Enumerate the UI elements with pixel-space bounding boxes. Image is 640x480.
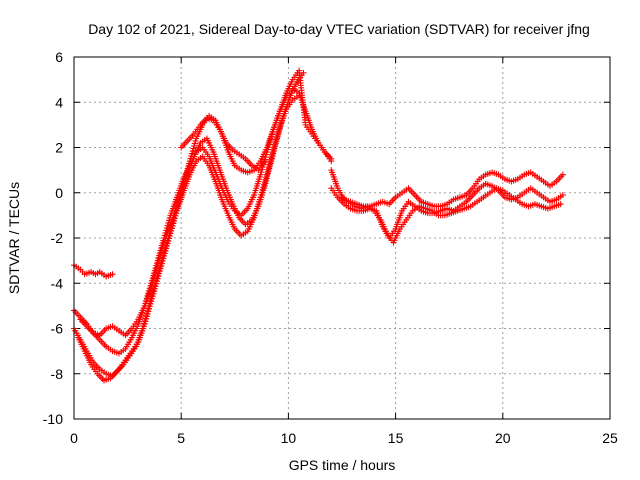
x-tick-labels: 0 5 10 15 20 25 [70,430,618,446]
series-track-h [328,180,566,241]
data-point [559,171,566,178]
data-points [71,67,566,384]
plot-frame [73,56,611,420]
x-tick-label: 0 [70,430,78,446]
y-tick-label: -4 [51,275,64,291]
x-tick-label: 15 [388,430,404,446]
x-tick-label: 20 [495,430,511,446]
series-track-c [71,92,303,380]
x-tick-label: 5 [177,430,185,446]
x-tick-label: 10 [281,430,297,446]
y-tick-label: -8 [51,366,64,382]
y-tick-label: 2 [55,140,63,156]
y-axis-label: SDTVAR / TECUs [6,182,22,294]
x-tick-label: 25 [602,430,618,446]
series-track-a [71,262,116,280]
series-track-d [75,69,307,384]
x-axis-label: GPS time / hours [289,457,396,473]
series-track-f [178,115,268,174]
y-tick-label: 6 [55,49,63,65]
y-tick-label: 4 [55,94,63,110]
y-tick-labels: -10 -8 -6 -4 -2 0 2 4 6 [43,49,63,427]
series-track-e [77,67,335,339]
data-point [559,192,566,199]
y-tick-label: 0 [55,185,63,201]
series-track-i [339,185,564,246]
grid [74,57,610,419]
chart-title: Day 102 of 2021, Sidereal Day-to-day VTE… [88,21,590,37]
data-point [328,158,335,165]
data-point [557,201,564,208]
data-point [109,271,116,278]
data-point [261,158,268,165]
y-tick-label: -6 [51,321,64,337]
y-tick-label: -10 [43,411,63,427]
y-tick-label: -2 [51,230,64,246]
